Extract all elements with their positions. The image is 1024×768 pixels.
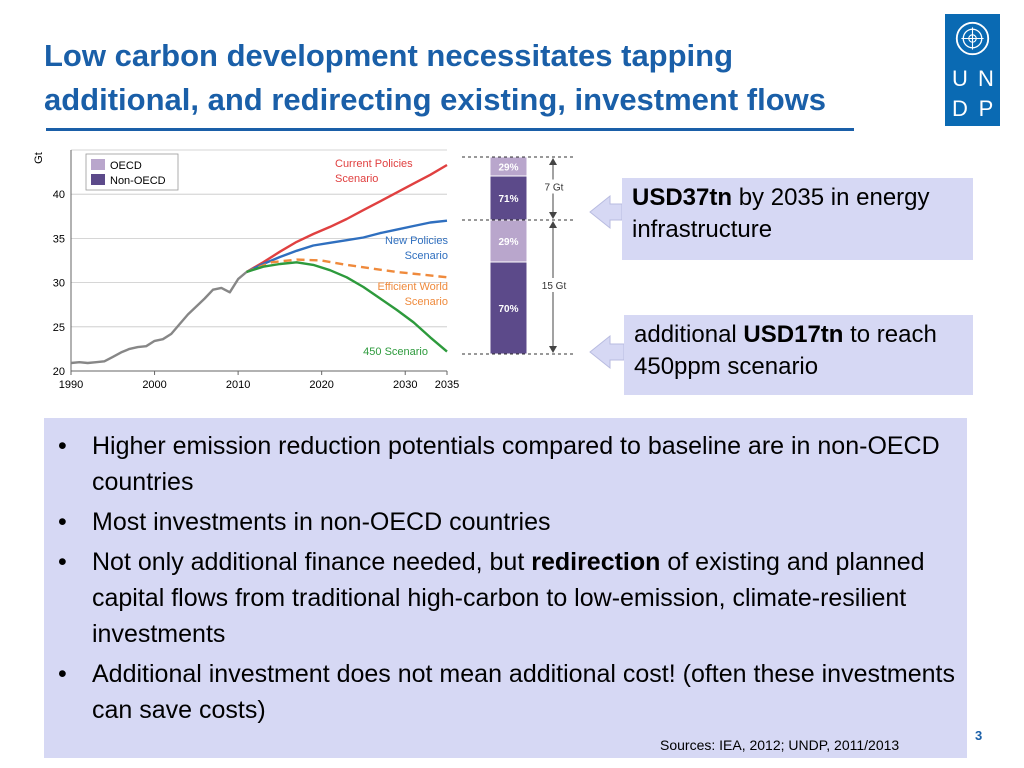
bracket-label-bg (539, 278, 569, 292)
x-tick-label: 2030 (393, 379, 417, 391)
bullet-list: • Higher emission reduction potentials co… (44, 418, 967, 728)
series-label: Scenario (335, 173, 378, 185)
legend-label: Non-OECD (110, 175, 166, 187)
bracket-label-bg (539, 179, 569, 194)
x-tick-label: 2020 (309, 379, 333, 391)
title-underline (46, 128, 854, 131)
y-tick-label: 30 (53, 278, 65, 290)
bullet-dot-icon: • (58, 548, 67, 576)
bullet-dot-icon: • (58, 508, 67, 536)
bracket-arrow-icon (549, 212, 557, 219)
series-label: Scenario (405, 250, 448, 262)
callout-prefix: additional (634, 321, 744, 348)
series-line (246, 261, 448, 353)
series-line (70, 271, 248, 365)
logo-letter-n: N (978, 66, 994, 91)
chart-legend: OECD Non-OECD (85, 153, 179, 191)
bullet-item: • Additional investment does not mean add… (44, 656, 957, 728)
x-tick-label: 1990 (59, 379, 83, 391)
bullet-item: • Most investments in non-OECD countries (44, 504, 957, 540)
x-tick-label: 2035 (435, 379, 459, 391)
bullet-dot-icon: • (58, 660, 67, 688)
bullet-text: Higher emission reduction potentials com… (92, 432, 940, 496)
emissions-line-chart: 20 25 30 35 40 Gt 1990 2000 2010 2020 2030 2035 OECD… (33, 149, 459, 391)
series-line (245, 163, 448, 274)
legend-swatch (91, 159, 105, 170)
callout-amount: USD17tn (743, 321, 844, 348)
bracket-arrow-icon (549, 346, 557, 353)
callout-amount: USD37tn (632, 184, 733, 211)
y-tick-label: 25 (53, 322, 65, 334)
key-points-box: • Higher emission reduction potentials co… (44, 418, 967, 758)
bullet-dot-icon: • (58, 432, 67, 460)
bullet-text: Not only additional finance needed, but (92, 548, 532, 576)
legend-label: OECD (110, 160, 142, 172)
emissions-chart: 20 25 30 35 40 Gt 1990 2000 2010 2020 2030 2035 OECD… (33, 149, 625, 391)
x-tick-label: 2000 (142, 379, 166, 391)
slide-title: Low carbon development necessitates tapp… (44, 38, 827, 117)
page-number: 3 (975, 728, 983, 743)
callout-usd37tn: USD37tn by 2035 in energy infrastructure (622, 178, 973, 260)
series-label: Current Policies (335, 158, 413, 170)
x-tick-label: 2010 (226, 379, 250, 391)
callout-arrows (589, 194, 625, 370)
y-tick-label: 40 (53, 189, 65, 201)
series-line (246, 258, 448, 279)
series-label: Efficient World (377, 281, 448, 293)
logo-letter-u: U (952, 66, 968, 91)
bullet-text: Additional investment does not mean addi… (92, 660, 956, 724)
arrow-left-icon (589, 334, 625, 370)
series-label: Scenario (405, 296, 448, 308)
callout-text: to reach 450ppm scenario (634, 321, 937, 380)
series-label: New Policies (385, 235, 448, 247)
bracket-label: 7 Gt (545, 183, 564, 194)
un-emblem-icon (955, 21, 990, 56)
y-tick-label: 35 (53, 233, 65, 245)
investment-stacked-bar: 70% 29% 71% 29% 7 Gt 15 Gt (462, 156, 575, 355)
logo-letter-p: P (978, 96, 994, 121)
callout-usd17tn: additional USD17tn to reach 450ppm scena… (624, 315, 973, 395)
legend-swatch (91, 174, 105, 185)
undp-logo: U N D P (945, 14, 1000, 126)
series-line (245, 219, 448, 274)
bar-segment-label: 70% (498, 304, 518, 315)
bar-segment-label: 71% (498, 194, 518, 205)
bar-segment-label: 29% (498, 163, 518, 174)
bar-segment-label: 29% (498, 237, 518, 248)
sources-note: Sources: IEA, 2012; UNDP, 2011/2013 (660, 737, 900, 753)
logo-letter-d: D (952, 96, 968, 121)
bullet-emphasis: redirection (531, 548, 661, 576)
bar-segment (489, 261, 528, 355)
y-axis-label: Gt (33, 152, 45, 164)
bullet-text: of existing and planned capital flows fr… (92, 548, 925, 648)
series-label: 450 Scenario (363, 346, 428, 358)
bullet-item: • Not only additional finance needed, but… (44, 544, 957, 652)
bullet-item: • Higher emission reduction potentials co… (44, 428, 957, 500)
bracket-arrow-icon (549, 221, 557, 228)
bar-segment (489, 156, 528, 177)
bullet-text: Most investments in non-OECD countries (92, 508, 551, 536)
callout-text: by 2035 in energy infrastructure (632, 184, 930, 243)
arrow-left-icon (589, 194, 623, 230)
bracket-label: 15 Gt (542, 281, 567, 292)
bracket-arrow-icon (549, 158, 557, 165)
y-tick-label: 20 (53, 366, 65, 378)
